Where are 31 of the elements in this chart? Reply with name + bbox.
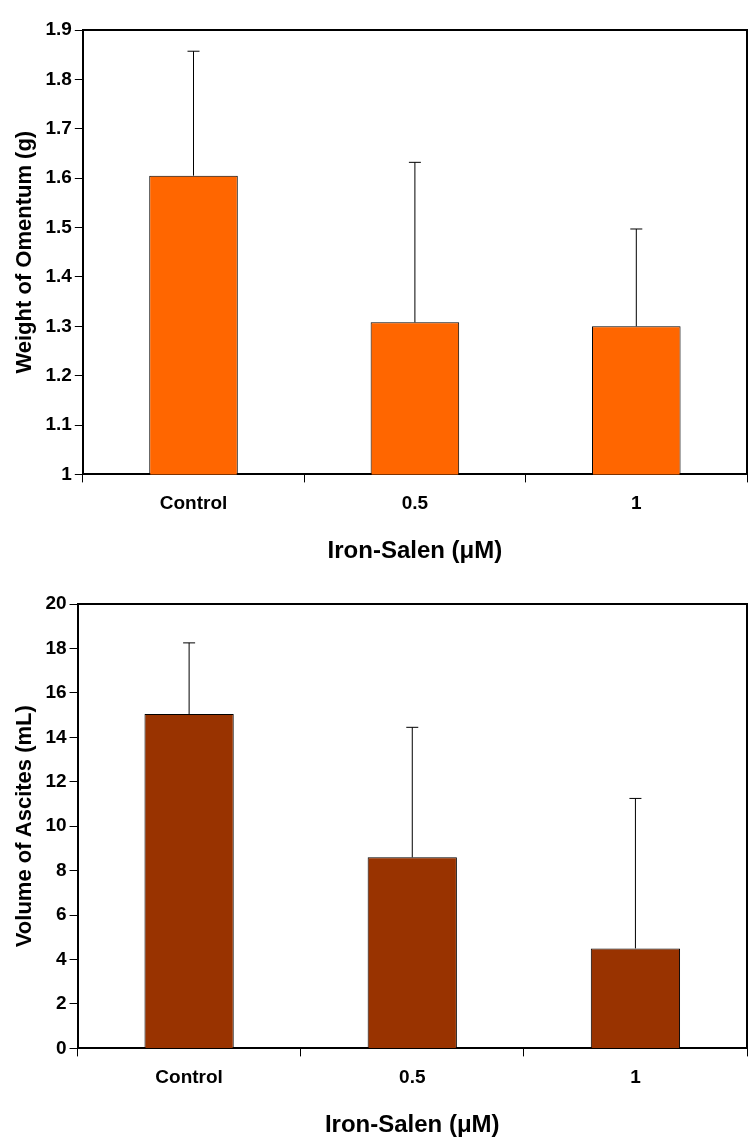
y-tick-label: 10 [45,814,67,836]
x-axis-title: Iron-Salen (μM) [324,1110,500,1138]
y-tick-label: 1.8 [45,67,72,89]
y-tick-label: 8 [55,858,67,880]
x-tick-label: 1 [630,1066,642,1088]
y-tick-label: 1.7 [45,116,72,138]
y-tick-label: 1.2 [45,363,72,385]
y-axis-title: Volume of Ascites (mL) [11,705,37,948]
y-tick-label: 12 [45,769,67,791]
y-tick-label: 1 [61,462,73,484]
y-tick-label: 20 [45,592,67,614]
y-tick-label: 1.1 [45,413,73,435]
x-tick-label: Control [159,492,228,514]
x-axis-title: Iron-Salen (μM) [327,536,503,564]
y-tick-label: 0 [55,1036,67,1058]
y-tick-label: 1.5 [45,215,73,237]
y-tick-label: 18 [45,636,67,658]
x-tick-label: 0.5 [401,492,429,514]
y-tick-label: 1.6 [45,166,72,188]
x-tick-label: Control [155,1066,223,1088]
y-tick-label: 2 [55,992,67,1014]
y-tick-label: 1.3 [45,314,72,336]
x-tick-label: 0.5 [399,1066,426,1088]
x-tick-label: 1 [631,492,643,514]
y-tick-label: 16 [45,681,67,703]
y-tick-label: 6 [55,903,67,925]
y-tick-label: 1.9 [45,18,72,40]
y-tick-label: 14 [45,725,67,747]
y-tick-label: 4 [55,947,67,969]
y-axis-title: Weight of Omentum (g) [11,130,37,374]
y-tick-label: 1.4 [45,265,73,287]
